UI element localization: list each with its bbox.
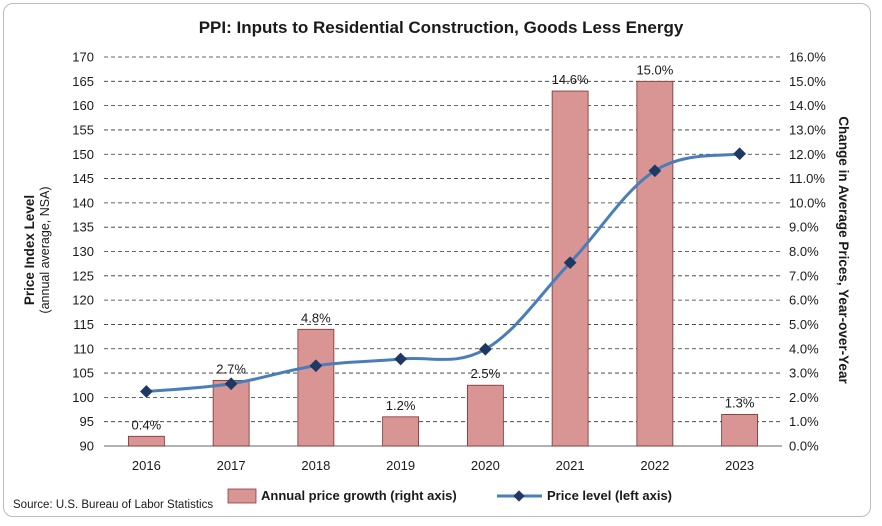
- line-marker: [394, 352, 407, 366]
- right-tick-label: 15.0%: [789, 74, 826, 89]
- right-tick-label: 3.0%: [789, 366, 819, 381]
- left-tick-label: 100: [72, 390, 94, 405]
- line-marker: [140, 385, 153, 398]
- left-tick-label: 170: [72, 50, 94, 65]
- left-tick-label: 90: [80, 439, 94, 454]
- x-tick-label: 2016: [132, 458, 161, 473]
- bar-series: [127, 80, 759, 447]
- left-axis-title-group: Price Index Level (annual average, NSA): [22, 186, 52, 313]
- right-tick-label: 10.0%: [789, 195, 826, 210]
- bar: [212, 379, 250, 447]
- right-tick-label: 9.0%: [789, 220, 819, 235]
- right-tick-label: 5.0%: [789, 317, 819, 332]
- right-tick-label: 11.0%: [789, 171, 825, 186]
- legend-line-marker: [513, 490, 525, 502]
- left-tick-label: 145: [72, 171, 94, 186]
- price-level-line: [146, 152, 740, 394]
- left-axis-title: Price Index Level: [22, 195, 37, 305]
- right-tick-label: 14.0%: [789, 98, 826, 113]
- bar-data-label: 2.7%: [216, 361, 246, 376]
- left-tick-label: 120: [72, 293, 94, 308]
- bar: [127, 435, 165, 447]
- left-axis-subtitle: (annual average, NSA): [38, 186, 52, 313]
- legend-bar-label: Annual price growth (right axis): [261, 488, 457, 503]
- left-tick-label: 130: [72, 244, 94, 259]
- line-marker: [224, 377, 238, 391]
- left-tick-label: 115: [73, 317, 94, 332]
- right-tick-label: 0.0%: [789, 439, 819, 454]
- bar: [382, 416, 420, 447]
- left-tick-label: 105: [72, 366, 94, 381]
- bar-data-label: 1.3%: [725, 395, 755, 410]
- chart-title: PPI: Inputs to Residential Construction,…: [199, 18, 684, 37]
- right-tick-label: 7.0%: [789, 268, 819, 283]
- bar-data-label: 15.0%: [636, 62, 673, 77]
- source-note: Source: U.S. Bureau of Labor Statistics: [13, 499, 213, 511]
- right-tick-label: 13.0%: [789, 122, 826, 137]
- bar-data-label: 1.2%: [386, 398, 416, 413]
- x-tick-label: 2022: [640, 458, 669, 473]
- legend-bar-swatch: [227, 488, 257, 504]
- right-tick-label: 12.0%: [789, 147, 826, 162]
- right-tick-label: 16.0%: [789, 50, 826, 65]
- x-tick-label: 2017: [217, 458, 246, 473]
- left-tick-label: 135: [72, 220, 94, 235]
- right-axis-title: Change in Average Prices, Year-over-Year: [836, 116, 851, 384]
- bar-data-labels: 0.4% 2.7% 4.8% 1.2% 2.5% 14.6% 15.0% 1.3%: [132, 62, 755, 432]
- left-tick-label: 155: [72, 122, 94, 137]
- left-axis-ticks: 90 95 100 105 110 115 120 125 130 135 140 145 150 155…: [72, 50, 94, 454]
- right-tick-label: 2.0%: [789, 390, 819, 405]
- right-tick-label: 4.0%: [789, 341, 819, 356]
- x-axis-ticks: 2016 2017 2018 2019 2020 2021 2022 2023: [132, 458, 754, 473]
- bar: [297, 328, 335, 447]
- x-tick-label: 2019: [386, 458, 415, 473]
- left-tick-label: 125: [72, 268, 94, 283]
- right-axis-title-group: Change in Average Prices, Year-over-Year: [836, 116, 851, 384]
- left-tick-label: 95: [80, 414, 94, 429]
- legend-line-label: Price level (left axis): [547, 488, 672, 503]
- left-tick-label: 110: [73, 341, 94, 356]
- left-tick-label: 140: [72, 195, 94, 210]
- bar-data-label: 4.8%: [301, 310, 331, 325]
- bar-data-label: 2.5%: [471, 366, 501, 381]
- right-tick-label: 6.0%: [789, 293, 819, 308]
- bar-data-label: 0.4%: [132, 417, 162, 432]
- bar: [721, 413, 759, 447]
- x-tick-label: 2023: [725, 458, 754, 473]
- left-tick-label: 165: [72, 74, 94, 89]
- left-tick-label: 150: [72, 147, 94, 162]
- line-marker: [309, 359, 323, 373]
- bar-data-label: 14.6%: [552, 72, 589, 87]
- left-tick-label: 160: [72, 98, 94, 113]
- right-axis-ticks: 0.0% 1.0% 2.0% 3.0% 4.0% 5.0% 6.0% 7.0% 8.0% 9.0%…: [789, 50, 826, 454]
- line-marker: [733, 147, 746, 161]
- right-tick-label: 8.0%: [789, 244, 819, 259]
- right-tick-label: 1.0%: [789, 414, 819, 429]
- bar: [636, 80, 674, 447]
- x-tick-label: 2021: [556, 458, 585, 473]
- line-marker: [479, 342, 492, 356]
- bar: [466, 384, 504, 447]
- legend: Annual price growth (right axis) Price l…: [227, 488, 672, 504]
- x-tick-label: 2018: [301, 458, 330, 473]
- line-series: [140, 147, 746, 398]
- x-tick-label: 2020: [471, 458, 500, 473]
